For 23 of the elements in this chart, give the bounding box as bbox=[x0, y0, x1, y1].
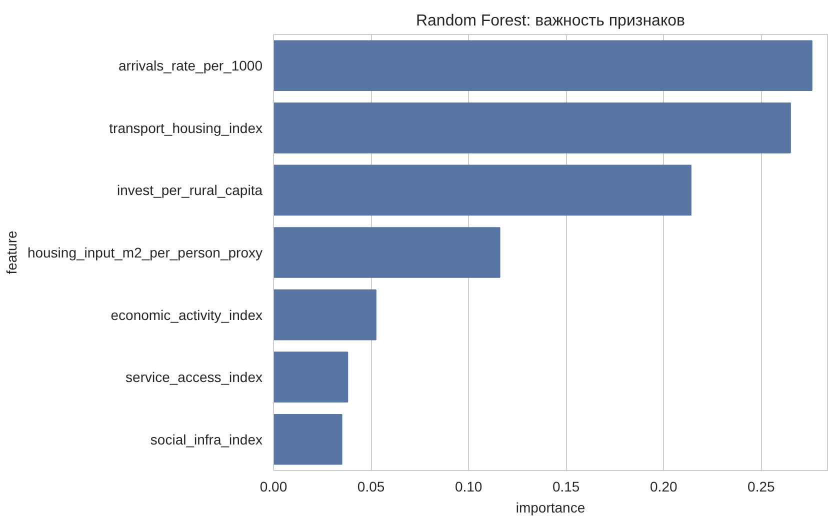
y-tick-label: economic_activity_index bbox=[110, 306, 263, 323]
y-tick-label: service_access_index bbox=[126, 369, 263, 386]
x-tick-label: 0.00 bbox=[260, 478, 288, 494]
y-tick-label: housing_input_m2_per_person_proxy bbox=[27, 244, 263, 260]
x-tick-label: 0.10 bbox=[454, 478, 482, 494]
chart-title: Random Forest: важность признаков bbox=[416, 12, 686, 30]
x-axis-title: importance bbox=[516, 500, 586, 516]
x-tick-label: 0.20 bbox=[650, 478, 678, 494]
bar bbox=[274, 352, 348, 402]
x-tick-label: 0.25 bbox=[748, 478, 776, 494]
y-tick-label: transport_housing_index bbox=[109, 120, 263, 136]
bar bbox=[274, 414, 342, 465]
y-axis-title: feature bbox=[3, 230, 20, 274]
bar bbox=[274, 102, 791, 154]
y-tick-label: arrivals_rate_per_1000 bbox=[118, 58, 263, 74]
bar bbox=[274, 227, 500, 278]
bar bbox=[274, 289, 376, 340]
y-tick-label: social_infra_index bbox=[150, 431, 263, 448]
y-tick-label: invest_per_rural_capita bbox=[116, 182, 263, 198]
x-tick-label: 0.15 bbox=[552, 478, 580, 494]
bar bbox=[274, 40, 812, 92]
x-tick-label: 0.05 bbox=[357, 478, 385, 494]
bar bbox=[274, 164, 692, 216]
